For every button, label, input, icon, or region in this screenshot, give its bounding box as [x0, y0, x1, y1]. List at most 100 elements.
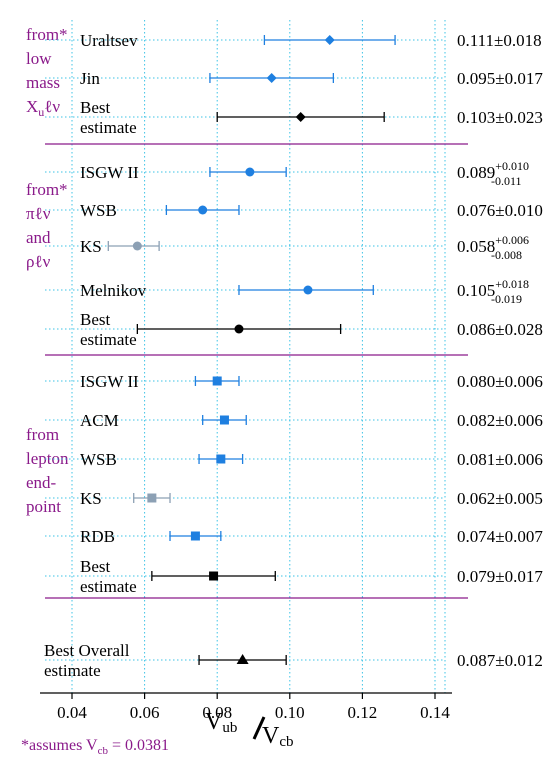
data-label: 0.089+0.010 -0.011 — [457, 159, 529, 188]
x-tick-label: 0.08 — [202, 703, 232, 722]
data-row: KS 0.058+0.006 -0.008 — [45, 233, 529, 262]
x-axis: 0.04 0.06 0.08 0.10 0.12 0.14 — [40, 692, 452, 722]
row-label: Best — [80, 310, 111, 329]
data-label: 0.081±0.006 — [457, 450, 543, 469]
row-label: RDB — [80, 527, 115, 546]
data-row: KS 0.062±0.005 — [45, 489, 543, 508]
row-label: Melnikov — [80, 281, 147, 300]
row-label: estimate — [80, 118, 137, 137]
group-label-line: from* — [26, 25, 68, 44]
group-label-line: low — [26, 49, 52, 68]
data-point — [234, 324, 244, 334]
data-point — [147, 493, 157, 503]
group-label-line: lepton — [26, 449, 69, 468]
data-label: 0.058+0.006 -0.008 — [457, 233, 529, 262]
row-label: Jin — [80, 69, 100, 88]
data-point — [236, 654, 249, 664]
data-row: Uraltsev 0.111±0.018 — [45, 31, 542, 50]
row-label: KS — [80, 489, 102, 508]
data-row: ISGW II 0.080±0.006 — [45, 372, 543, 391]
footnote: *assumes Vcb = 0.0381 — [21, 737, 169, 757]
group-label-line: end- — [26, 473, 57, 492]
data-point — [198, 205, 208, 215]
x-axis-label-denominator: Vcb — [262, 723, 294, 750]
data-label: 0.080±0.006 — [457, 372, 543, 391]
data-label: 0.062±0.005 — [457, 489, 543, 508]
data-label-sub: -0.019 — [491, 292, 522, 306]
data-label: 0.079±0.017 — [457, 567, 543, 586]
x-axis-label-numerator: Vub — [205, 709, 237, 736]
x-tick-label: 0.04 — [57, 703, 87, 722]
data-point — [303, 285, 313, 295]
data-row: RDB 0.074±0.007 — [45, 527, 543, 546]
row-label: Best — [80, 98, 111, 117]
x-tick-label: 0.14 — [420, 703, 450, 722]
group-label-line: from — [26, 425, 59, 444]
group-label-sub: u — [38, 105, 44, 119]
group-label-line: from* — [26, 180, 68, 199]
group-label-line: Xuℓν — [26, 97, 60, 119]
group-label-line: and — [26, 228, 51, 247]
x-tick-label: 0.12 — [348, 703, 378, 722]
x-axis-label-slash — [252, 716, 266, 740]
group-label-line: ρℓν — [26, 252, 51, 271]
data-label: 0.095±0.017 — [457, 69, 543, 88]
data-label: 0.087±0.012 — [457, 651, 543, 670]
data-point — [266, 73, 277, 83]
row-label: Best — [80, 557, 111, 576]
footnote-sub: cb — [98, 745, 109, 757]
group-label-line: point — [26, 497, 61, 516]
separator-layer — [45, 143, 468, 599]
row-label: WSB — [80, 450, 117, 469]
data-point — [295, 112, 306, 122]
data-row: ISGW II 0.089+0.010 -0.011 — [45, 159, 529, 188]
data-point — [216, 454, 226, 464]
data-point — [190, 531, 200, 541]
data-point — [212, 376, 222, 386]
group-label-line: mass — [26, 73, 60, 92]
data-label-sub: -0.011 — [491, 174, 522, 188]
footnote-tail: = 0.0381 — [108, 737, 169, 754]
row-label: ISGW II — [80, 163, 139, 182]
data-label: 0.082±0.006 — [457, 411, 543, 430]
grid-layer — [71, 20, 446, 693]
row-label: Uraltsev — [80, 31, 138, 50]
data-point — [132, 241, 142, 251]
data-point — [324, 35, 335, 45]
x-tick-label: 0.06 — [130, 703, 160, 722]
row-label: ACM — [80, 411, 119, 430]
data-label: 0.086±0.028 — [457, 320, 543, 339]
group-label-line: πℓν — [26, 204, 51, 223]
data-point — [219, 415, 229, 425]
x-axis-label-den-sub: cb — [279, 734, 293, 750]
row-label: ISGW II — [80, 372, 139, 391]
row-label: estimate — [44, 661, 101, 680]
data-row: Jin 0.095±0.017 — [45, 69, 543, 88]
row-label: WSB — [80, 201, 117, 220]
data-label: 0.105+0.018 -0.019 — [457, 277, 529, 306]
data-row: WSB 0.081±0.006 — [45, 450, 543, 469]
row-label: estimate — [80, 577, 137, 596]
data-row: ACM 0.082±0.006 — [45, 411, 543, 430]
group-label-tail: ℓν — [44, 97, 60, 116]
row-label: estimate — [80, 330, 137, 349]
data-label: 0.074±0.007 — [457, 527, 543, 546]
data-row: WSB 0.076±0.010 — [45, 201, 543, 220]
x-axis-label-num-sub: ub — [222, 720, 237, 736]
data-label: 0.076±0.010 — [457, 201, 543, 220]
data-label: 0.111±0.018 — [457, 31, 542, 50]
group-label-layer: from* low mass Xuℓν from* πℓν and ρℓν from lepton… — [26, 25, 69, 516]
data-label-sup: +0.010 — [495, 159, 529, 173]
data-label-sup: +0.018 — [495, 277, 529, 291]
row-label: KS — [80, 237, 102, 256]
row-label: Best Overall — [44, 641, 130, 660]
data-label-sup: +0.006 — [495, 233, 529, 247]
data-point — [209, 571, 219, 581]
data-point — [245, 167, 255, 177]
